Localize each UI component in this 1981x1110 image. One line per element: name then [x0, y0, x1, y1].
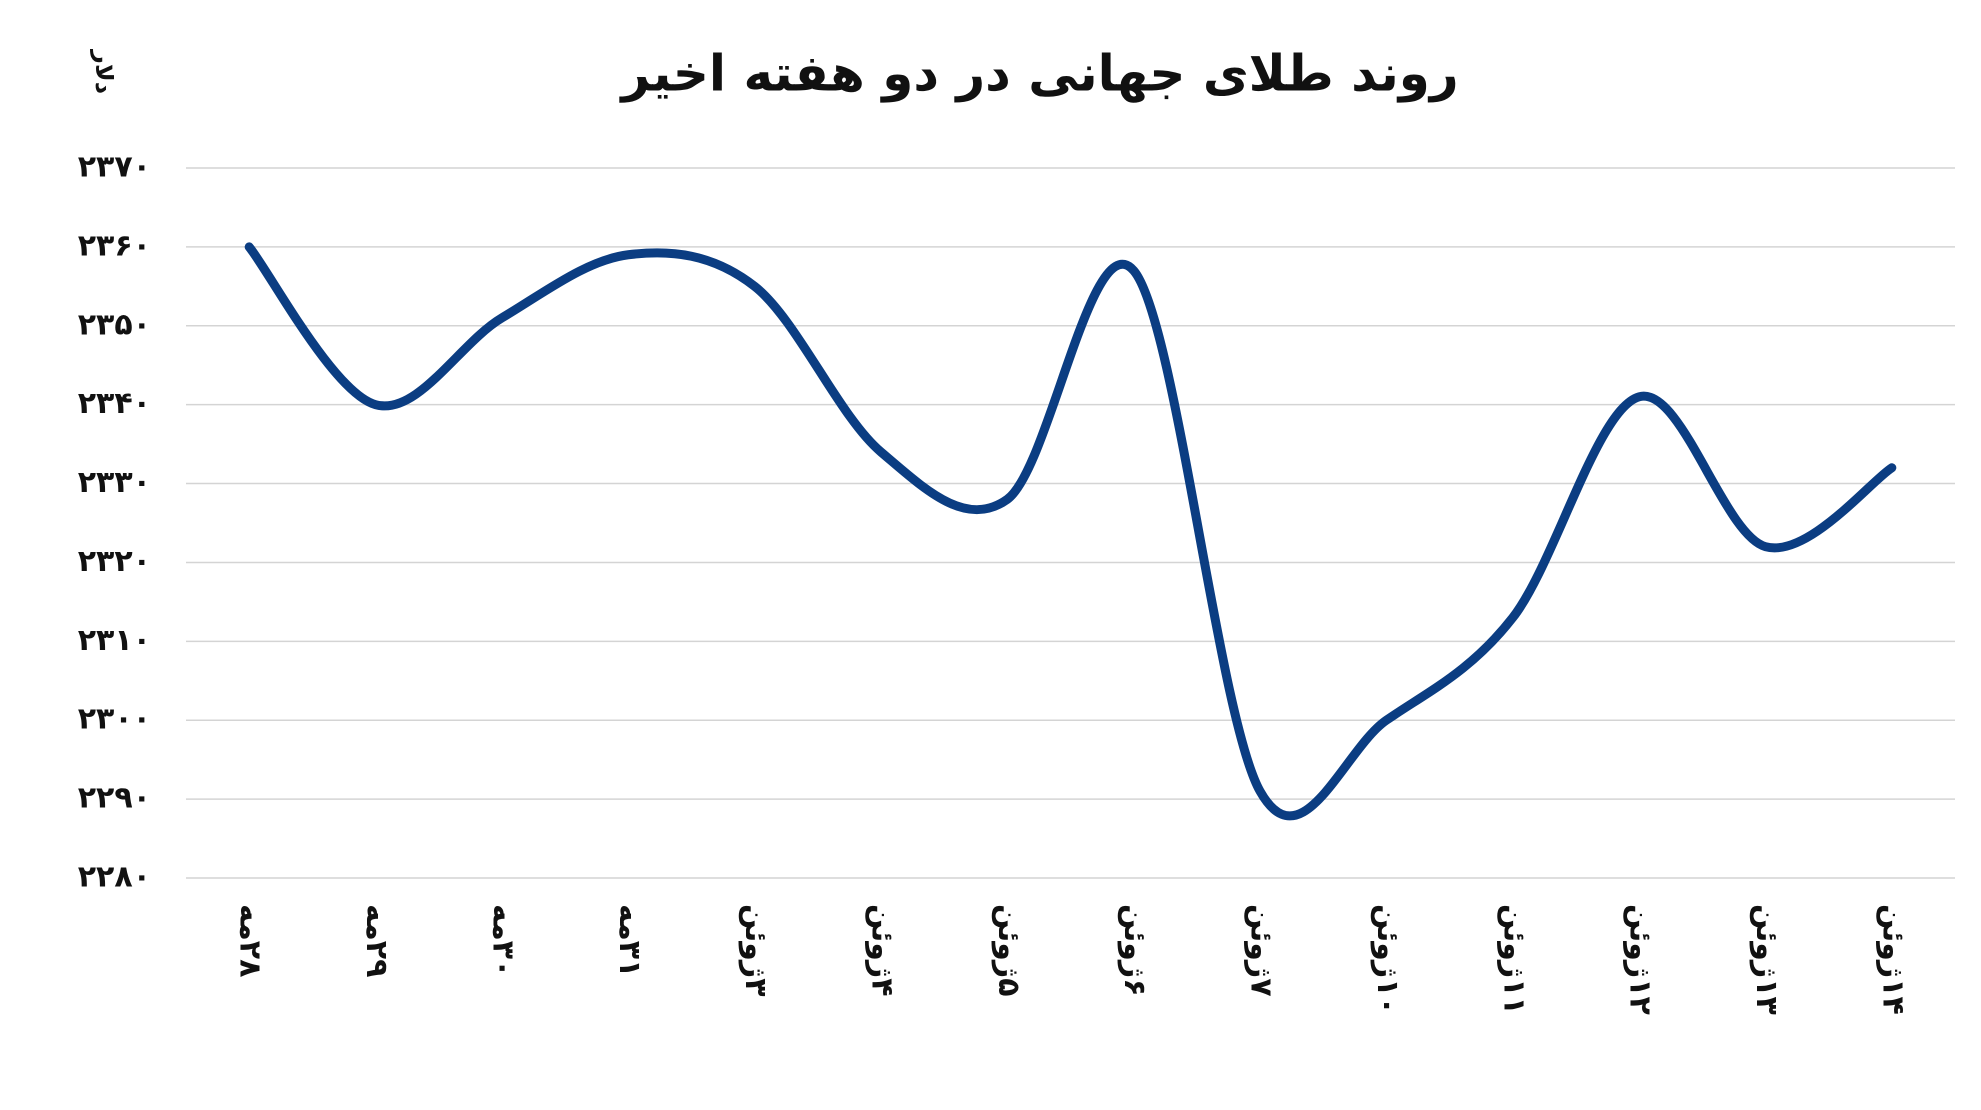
x-tick-label: ۲۹مه [359, 904, 394, 977]
y-tick-label: ۲۳۱۰ [78, 623, 151, 658]
x-tick-label: ۳۱مه [612, 904, 647, 977]
x-tick-label: ۴ژوئن [864, 904, 899, 997]
x-tick-label: ۱۴ژوئن [1875, 904, 1910, 1015]
y-tick-label: ۲۳۳۰ [78, 465, 151, 500]
x-tick-label: ۱۰ژوئن [1370, 904, 1405, 1015]
y-tick-label: ۲۳۵۰ [78, 307, 151, 342]
y-tick-label: ۲۳۰۰ [78, 702, 151, 737]
x-tick-label: ۷ژوئن [1244, 904, 1279, 997]
x-tick-label: ۳ژوئن [738, 904, 773, 997]
y-tick-label: ۲۳۴۰ [78, 386, 151, 421]
y-axis-label: دلار [90, 49, 118, 94]
y-tick-label: ۲۳۷۰ [78, 150, 151, 185]
x-tick-label: ۶ژوئن [1117, 904, 1152, 997]
y-tick-label: ۲۲۸۰ [78, 860, 151, 895]
x-tick-label: ۵ژوئن [991, 904, 1026, 997]
x-tick-label: ۱۳ژوئن [1749, 904, 1784, 1015]
x-tick-label: ۲۸مه [233, 904, 268, 977]
y-tick-label: ۲۳۶۰ [78, 228, 151, 263]
x-tick-label: ۱۱ژوئن [1496, 904, 1531, 1015]
y-tick-label: ۲۳۲۰ [78, 544, 151, 579]
y-tick-label: ۲۲۹۰ [78, 781, 151, 816]
series-line [244, 242, 1897, 821]
chart-title: روند طلای جهانی در دو هفته اخیر [618, 45, 1458, 104]
x-tick-label: ۱۲ژوئن [1623, 904, 1658, 1015]
x-tick-label: ۳۰مه [485, 904, 520, 977]
